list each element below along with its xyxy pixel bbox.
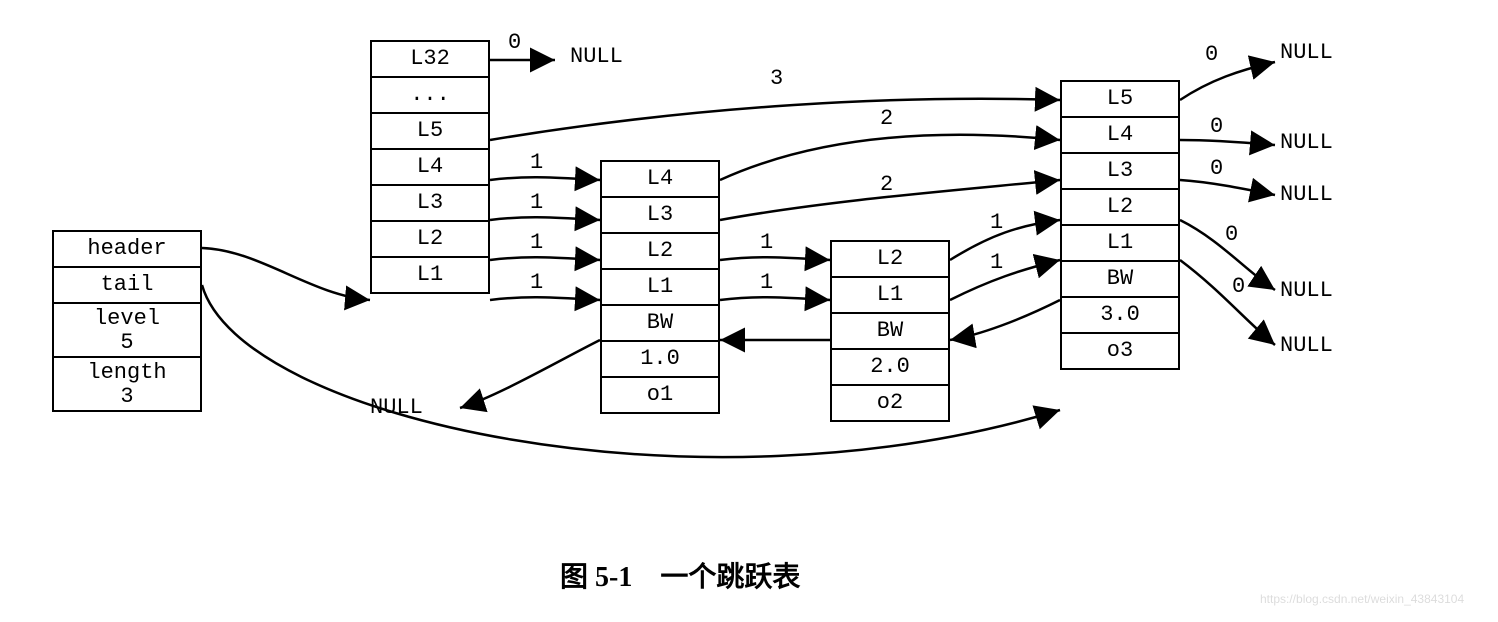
arrows-layer [0, 0, 1498, 622]
null-label: NULL [1280, 182, 1333, 207]
arrow [490, 297, 600, 300]
arrow [1180, 140, 1275, 145]
node-3: L5 L4 L3 L2 L1 BW 3.0 o3 [1060, 80, 1180, 370]
node-1: L4 L3 L2 L1 BW 1.0 o1 [600, 160, 720, 414]
node-2: L2 L1 BW 2.0 o2 [830, 240, 950, 422]
null-label: NULL [1280, 278, 1333, 303]
span-label: 0 [1225, 222, 1238, 247]
span-label: 0 [1232, 274, 1245, 299]
figure-caption: 图 5-1 一个跳跃表 [560, 555, 800, 595]
watermark: https://blog.csdn.net/weixin_43843104 [1260, 592, 1464, 606]
arrow [490, 177, 600, 180]
arrow [1180, 62, 1275, 100]
arrow [1180, 260, 1275, 345]
node-cell: L2 [1062, 190, 1178, 226]
header-cell: ... [372, 78, 488, 114]
span-label: 3 [770, 66, 783, 91]
null-label: NULL [570, 44, 623, 69]
meta-level-label: level [94, 306, 160, 331]
null-label: NULL [1280, 333, 1333, 358]
header-cell: L4 [372, 150, 488, 186]
arrow [202, 248, 370, 300]
node-cell: L2 [832, 242, 948, 278]
meta-tail: tail [54, 268, 200, 304]
node-cell: L1 [832, 278, 948, 314]
span-label: 1 [990, 250, 1003, 275]
span-label: 1 [530, 150, 543, 175]
span-label: 2 [880, 172, 893, 197]
meta-level-value: 5 [58, 330, 196, 354]
meta-length-label: length [87, 360, 166, 385]
node-cell: 2.0 [832, 350, 948, 386]
span-label: 0 [1205, 42, 1218, 67]
span-label: 0 [1210, 114, 1223, 139]
arrow [950, 260, 1060, 300]
node-cell: L4 [1062, 118, 1178, 154]
header-cell: L3 [372, 186, 488, 222]
arrow [1180, 180, 1275, 195]
null-label: NULL [1280, 130, 1333, 155]
arrow [490, 217, 600, 220]
node-cell: BW [602, 306, 718, 342]
node-cell: o1 [602, 378, 718, 412]
node-cell: o3 [1062, 334, 1178, 368]
header-cell: L5 [372, 114, 488, 150]
node-cell: 1.0 [602, 342, 718, 378]
span-label: 0 [508, 30, 521, 55]
node-cell: L1 [602, 270, 718, 306]
back-arrow [950, 300, 1060, 340]
node-cell: 3.0 [1062, 298, 1178, 334]
header-cell: L2 [372, 222, 488, 258]
arrow [720, 297, 830, 300]
meta-length: length 3 [54, 358, 200, 410]
span-label: 1 [530, 270, 543, 295]
arrow [720, 257, 830, 260]
arrow [490, 257, 600, 260]
arrow [950, 220, 1060, 260]
span-label: 2 [880, 106, 893, 131]
node-cell: L1 [1062, 226, 1178, 262]
span-label: 1 [760, 230, 773, 255]
node-cell: BW [1062, 262, 1178, 298]
header-cell: L32 [372, 42, 488, 78]
meta-level: level 5 [54, 304, 200, 358]
node-cell: L4 [602, 162, 718, 198]
node-cell: L2 [602, 234, 718, 270]
null-label: NULL [370, 395, 423, 420]
span-label: 1 [530, 190, 543, 215]
span-label: 1 [760, 270, 773, 295]
node-cell: L3 [1062, 154, 1178, 190]
meta-length-value: 3 [58, 384, 196, 408]
skiplist-meta-box: header tail level 5 length 3 [52, 230, 202, 412]
back-arrow [460, 340, 600, 408]
span-label: 0 [1210, 156, 1223, 181]
header-node: L32 ... L5 L4 L3 L2 L1 [370, 40, 490, 294]
span-label: 1 [530, 230, 543, 255]
arrow [490, 99, 1060, 140]
node-cell: o2 [832, 386, 948, 420]
null-label: NULL [1280, 40, 1333, 65]
node-cell: BW [832, 314, 948, 350]
span-label: 1 [990, 210, 1003, 235]
meta-header: header [54, 232, 200, 268]
header-cell: L1 [372, 258, 488, 292]
node-cell: L5 [1062, 82, 1178, 118]
node-cell: L3 [602, 198, 718, 234]
